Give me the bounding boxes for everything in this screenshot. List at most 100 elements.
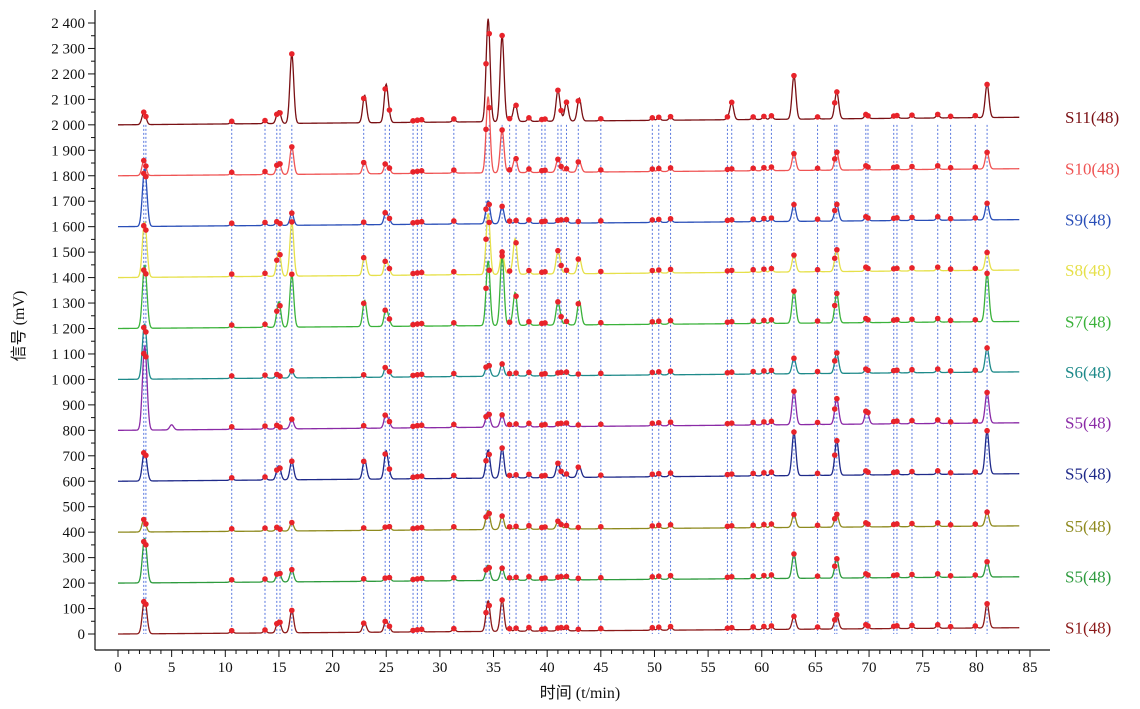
peak-marker [750,470,756,477]
peak-marker [410,525,416,532]
y-tick-label: 1 300 [51,296,85,312]
peak-marker [947,572,954,579]
y-tick-label: 800 [63,423,86,439]
peak-marker [414,473,421,480]
peak-marker [598,218,604,224]
peak-marker [289,416,295,423]
peak-marker [555,460,561,467]
peak-marker [228,220,235,227]
peak-marker [947,266,954,272]
peak-marker [791,355,797,362]
peak-marker [831,515,838,522]
peak-marker [513,574,519,581]
series-labels: S1(48) S5(48) S5(48) S5(48) S5(48) S6(48) S7(4… [1065,108,1120,637]
x-tick-label: 35 [486,660,501,676]
peak-marker [667,165,674,171]
peak-marker [386,165,393,171]
peak-marker [526,573,532,580]
peak-marker [451,574,457,581]
peak-marker [934,621,941,628]
peak-marker [386,368,393,375]
peak-marker [418,626,425,633]
peak-marker [667,572,674,579]
peak-marker [506,218,513,224]
x-tick-label: 70 [862,660,877,676]
peak-marker [984,345,990,351]
peak-marker [277,302,283,309]
peak-marker [386,215,393,222]
peak-marker [418,269,425,276]
peak-marker [791,388,797,395]
peak-marker [761,113,767,120]
peak-marker [558,163,564,170]
peak-marker [555,87,561,94]
peak-marker [506,319,513,326]
peak-marker [831,156,838,162]
peak-marker [575,98,582,104]
peak-marker [451,370,457,377]
peak-marker [563,165,570,172]
peak-marker [655,624,662,630]
peak-marker [451,625,457,632]
peak-marker [277,161,283,167]
y-tick-label: 1 100 [51,347,85,363]
peak-marker [451,523,457,530]
peak-marker [984,600,990,607]
peak-marker [831,563,838,569]
x-tick-label: 40 [540,660,555,676]
peak-marker [831,358,838,364]
x-tick-label: 0 [114,660,122,676]
peak-marker [277,220,283,227]
peak-marker [750,624,756,630]
peak-marker [410,627,416,634]
x-tick-label: 75 [915,660,930,676]
peak-marker [228,373,235,379]
peak-marker [984,249,990,256]
peak-marker [277,373,283,379]
peak-marker [750,318,756,324]
y-tick-label: 1 000 [51,372,85,388]
peak-marker [486,602,493,609]
peak-marker [418,575,425,582]
peak-marker [410,118,416,124]
peak-marker [526,166,532,172]
peak-marker [563,420,570,426]
peak-marker [555,247,561,254]
peak-marker [909,571,915,578]
peak-marker [506,524,513,530]
peak-marker [649,115,656,121]
peak-marker [934,213,941,220]
peak-marker [289,51,295,57]
peak-marker [667,368,674,375]
peak-marker [814,368,821,375]
peak-marker [414,372,421,378]
peak-marker [451,320,457,326]
peak-marker [526,522,532,529]
peak-marker [542,320,548,326]
peak-marker [499,361,505,367]
x-tick-label: 85 [1023,660,1038,676]
peak-marker [649,574,656,580]
peak-marker [486,510,493,517]
reference-peak-guides [143,124,988,634]
peak-marker [563,624,570,631]
x-tick-label: 10 [218,660,233,676]
peak-marker [451,218,457,224]
peak-marker [451,116,457,122]
peak-marker [791,252,797,258]
peak-marker [277,526,283,532]
peak-marker [894,265,900,272]
y-tick-label: 100 [63,602,86,618]
peak-marker [934,111,941,118]
peak-marker [382,451,388,457]
peak-marker [984,389,990,396]
peak-marker [140,157,147,164]
peak-marker [814,419,821,426]
trace-line [118,18,1020,126]
peak-marker [418,371,425,378]
peak-marker [934,468,941,474]
peak-marker [768,112,775,119]
peak-marker [410,576,416,583]
peak-marker [972,215,979,221]
